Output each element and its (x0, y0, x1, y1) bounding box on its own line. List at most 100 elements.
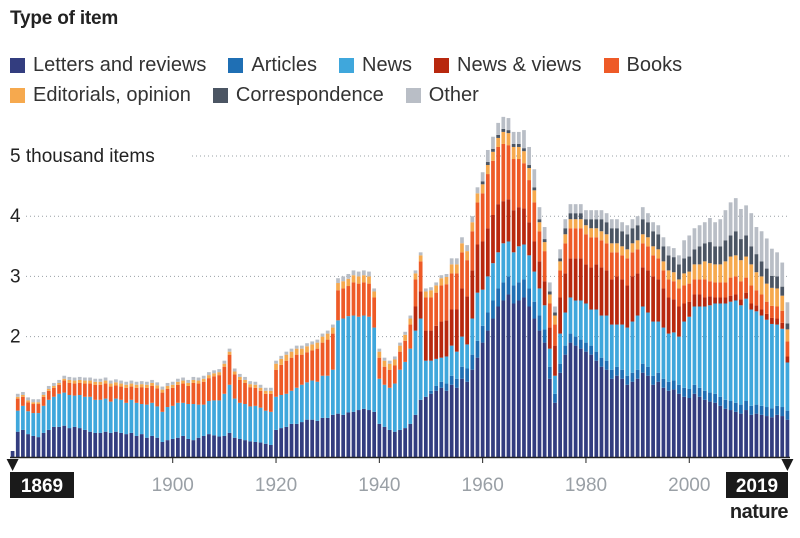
bar-segment (377, 423, 382, 457)
bar-segment (191, 382, 196, 405)
bar-segment (646, 246, 650, 271)
bar-segment (516, 207, 521, 247)
bar-segment (640, 306, 645, 364)
bar-segment (320, 336, 325, 343)
bar-segment (594, 360, 599, 457)
bar-segment (640, 363, 645, 373)
bar-segment (770, 248, 774, 276)
bar-segment (599, 219, 604, 232)
bar-segment (361, 408, 366, 457)
bar-segment (491, 160, 495, 215)
bar-segment (640, 234, 645, 244)
legend-item-books: Books (603, 52, 682, 78)
bar-segment (31, 435, 36, 457)
bar-segment (72, 377, 77, 381)
bar-segment (651, 384, 655, 457)
bar-segment (434, 282, 439, 286)
bar-segment (749, 264, 754, 286)
bar-segment (351, 282, 356, 316)
bar-segment (713, 393, 717, 403)
bar-segment (269, 387, 273, 391)
bar-segment (62, 425, 67, 457)
bar-segment (547, 366, 552, 379)
bar-segment (615, 252, 619, 277)
bar-segment (594, 219, 599, 229)
bar-segment (563, 312, 568, 346)
bar-segment (506, 118, 511, 131)
bar-segment (41, 394, 46, 397)
bar-segment (620, 378, 624, 457)
bar-segment (398, 342, 402, 346)
bar-segment (145, 437, 149, 457)
bar-segment (568, 333, 573, 343)
bar-segment (418, 261, 423, 292)
bar-segment (201, 378, 206, 382)
bar-segment (651, 276, 655, 322)
bar-segment (341, 318, 346, 415)
bar-segment (217, 400, 222, 437)
bar-segment (615, 243, 619, 253)
bar-segment (635, 216, 640, 226)
bar-segment (656, 372, 661, 382)
bar-segment (279, 358, 284, 365)
bar-segment (692, 393, 697, 457)
bar-segment (578, 339, 583, 349)
x-tick-label: 1920 (255, 475, 297, 496)
bar-segment (243, 379, 247, 383)
bar-segment (749, 213, 754, 247)
bar-segment (119, 383, 123, 387)
bar-segment (770, 287, 774, 306)
bar-segment (609, 252, 614, 280)
bar-segment (573, 345, 578, 457)
bar-segment (176, 402, 180, 438)
bar-segment (770, 305, 774, 318)
bar-segment (542, 329, 547, 343)
bar-segment (134, 381, 139, 385)
bar-segment (392, 359, 397, 366)
end-year-label: 2019 (736, 476, 778, 497)
bar-segment (377, 357, 382, 379)
bar-segment (770, 275, 774, 288)
bar-segment (274, 429, 278, 457)
bar-segment (423, 297, 428, 331)
bar-segment (315, 342, 320, 349)
bar-segment (253, 381, 258, 385)
bar-segment (485, 165, 490, 175)
bar-segment (542, 239, 547, 243)
bar-segment (589, 354, 593, 457)
bar-segment (759, 294, 764, 310)
bar-segment (625, 234, 630, 250)
bar-segment (522, 151, 526, 164)
bar-segment (692, 228, 697, 250)
bar-segment (759, 276, 764, 295)
bar-segment (434, 385, 439, 391)
bar-segment (460, 378, 464, 457)
bar-segment (289, 351, 294, 358)
bar-segment (284, 426, 289, 457)
bar-segment (635, 369, 640, 379)
bar-segment (692, 306, 697, 385)
bar-segment (522, 244, 526, 280)
bar-segment (708, 281, 712, 297)
bar-segment (754, 290, 759, 306)
bar-segment (501, 131, 506, 144)
bar-segment (733, 198, 738, 232)
bar-segment (139, 404, 144, 435)
bar-segment (739, 299, 743, 306)
bar-segment (88, 380, 92, 384)
bar-segment (62, 380, 67, 393)
bar-segment (160, 411, 165, 442)
bar-segment (594, 237, 599, 265)
bar-segment (129, 383, 134, 387)
bar-segment (294, 348, 299, 355)
bar-segment (713, 246, 717, 265)
bar-segment (573, 213, 578, 220)
bar-segment (775, 252, 779, 277)
bar-segment (67, 428, 72, 457)
bar-segment (749, 405, 754, 415)
bar-segment (532, 271, 537, 302)
bar-segment (470, 369, 475, 457)
bar-segment (728, 256, 733, 278)
bar-segment (98, 381, 103, 385)
bar-segment (501, 143, 506, 202)
